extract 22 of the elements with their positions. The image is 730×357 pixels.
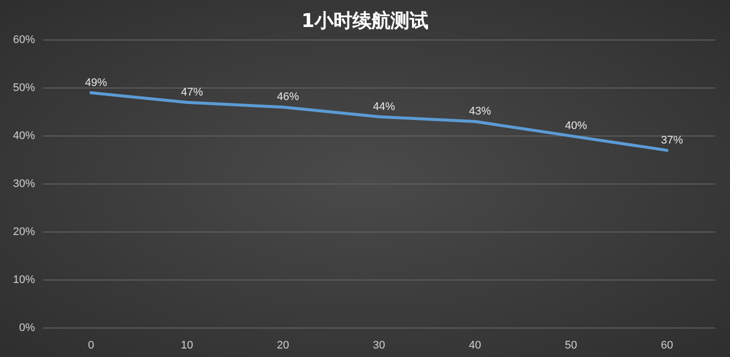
x-tick-label: 20 — [276, 339, 290, 352]
y-tick-label: 30% — [12, 178, 36, 190]
y-tick-label: 50% — [12, 82, 36, 94]
data-label: 46% — [277, 91, 300, 104]
y-tick-label: 60% — [12, 34, 36, 46]
y-tick-label: 10% — [12, 274, 36, 286]
data-label: 43% — [469, 106, 492, 118]
chart-title: 1小时续航测试 — [301, 10, 429, 32]
x-tick-label: 0 — [88, 339, 94, 352]
data-label: 44% — [373, 100, 396, 113]
y-tick-label: 0% — [19, 322, 36, 334]
data-label: 49% — [85, 76, 108, 89]
x-tick-label: 40 — [468, 339, 482, 352]
data-label: 40% — [565, 120, 588, 132]
y-tick-label: 40% — [12, 130, 36, 142]
x-tick-label: 50 — [564, 339, 578, 352]
x-tick-label: 60 — [660, 339, 674, 352]
data-label: 37% — [661, 134, 684, 146]
x-tick-label: 10 — [180, 339, 194, 352]
data-label: 47% — [181, 86, 204, 98]
x-tick-label: 30 — [372, 339, 386, 352]
y-tick-label: 20% — [12, 226, 36, 238]
